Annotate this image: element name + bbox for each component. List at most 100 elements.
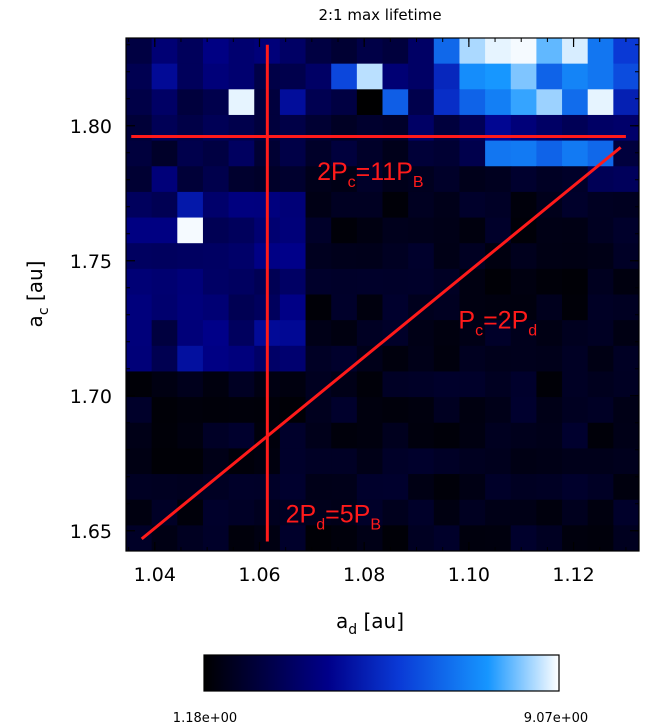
heatmap-cell xyxy=(177,218,203,244)
heatmap-cell xyxy=(536,141,562,167)
heatmap-cell xyxy=(331,423,357,449)
heatmap-cell xyxy=(357,89,383,115)
heatmap-cell xyxy=(485,525,511,551)
heatmap-cell xyxy=(306,218,332,244)
heatmap-cell xyxy=(562,64,588,90)
heatmap-cell xyxy=(613,38,639,64)
heatmap-cell xyxy=(280,320,306,346)
heatmap-cell xyxy=(383,397,409,423)
heatmap-cell xyxy=(203,89,229,115)
heatmap-cell xyxy=(177,320,203,346)
heatmap-cell xyxy=(562,371,588,397)
heatmap-cell xyxy=(459,397,485,423)
heatmap-cell xyxy=(331,192,357,218)
heatmap-cell xyxy=(126,397,152,423)
heatmap-cell xyxy=(177,500,203,526)
heatmap-cell xyxy=(177,64,203,90)
heatmap-cell xyxy=(434,192,460,218)
chart-title: 2:1 max lifetime xyxy=(318,6,441,24)
heatmap-cell xyxy=(511,166,537,192)
heatmap-cell xyxy=(383,448,409,474)
heatmap-cell xyxy=(152,320,178,346)
heatmap-cell xyxy=(331,243,357,269)
heatmap-cell xyxy=(408,423,434,449)
heatmap-cell xyxy=(511,397,537,423)
heatmap-cell xyxy=(536,525,562,551)
heatmap-cell xyxy=(229,141,255,167)
x-tick-label: 1.10 xyxy=(448,564,490,586)
heatmap-cell xyxy=(152,397,178,423)
heatmap-cell xyxy=(536,448,562,474)
heatmap-cell xyxy=(229,346,255,372)
heatmap-cell xyxy=(459,166,485,192)
heatmap-cell xyxy=(152,64,178,90)
heatmap-cell xyxy=(383,269,409,295)
heatmap-cell xyxy=(562,448,588,474)
heatmap-cell xyxy=(459,64,485,90)
heatmap-cell xyxy=(306,423,332,449)
heatmap-cell xyxy=(485,89,511,115)
heatmap-cell xyxy=(126,192,152,218)
heatmap-cell xyxy=(536,423,562,449)
heatmap-cell xyxy=(434,38,460,64)
heatmap-cell xyxy=(126,423,152,449)
heatmap-cell xyxy=(177,474,203,500)
heatmap-cell xyxy=(408,218,434,244)
heatmap-cell xyxy=(383,371,409,397)
heatmap-cell xyxy=(177,448,203,474)
heatmap-cell xyxy=(280,64,306,90)
y-axis-unit: [au] xyxy=(23,261,47,302)
heatmap-cell xyxy=(280,218,306,244)
heatmap-cell xyxy=(229,448,255,474)
x-tick-label: 1.06 xyxy=(238,564,280,586)
heatmap-cell xyxy=(562,423,588,449)
heatmap-cell xyxy=(229,474,255,500)
heatmap-cell xyxy=(331,371,357,397)
heatmap-cell xyxy=(229,64,255,90)
heatmap-cell xyxy=(177,269,203,295)
heatmap-cell xyxy=(434,474,460,500)
heatmap-cell xyxy=(613,423,639,449)
heatmap-cell xyxy=(306,89,332,115)
heatmap-cell xyxy=(408,371,434,397)
heatmap-cell xyxy=(459,371,485,397)
heatmap-cell xyxy=(588,320,614,346)
heatmap-cell xyxy=(588,474,614,500)
heatmap-cell xyxy=(613,295,639,321)
heatmap-cell xyxy=(562,295,588,321)
heatmap-cell xyxy=(588,295,614,321)
heatmap-cell xyxy=(229,525,255,551)
heatmap-cell xyxy=(408,500,434,526)
heatmap-cell xyxy=(613,371,639,397)
heatmap-cell xyxy=(511,448,537,474)
heatmap-cell xyxy=(357,474,383,500)
heatmap-cell xyxy=(536,371,562,397)
heatmap-cell xyxy=(177,371,203,397)
heatmap-cell xyxy=(229,243,255,269)
heatmap-cell xyxy=(613,243,639,269)
heatmap-cell xyxy=(152,141,178,167)
heatmap-cell xyxy=(280,295,306,321)
heatmap-cell xyxy=(357,371,383,397)
heatmap-cell xyxy=(562,38,588,64)
heatmap-cell xyxy=(331,320,357,346)
heatmap-cell xyxy=(126,269,152,295)
heatmap-cell xyxy=(459,89,485,115)
heatmap-cell xyxy=(613,269,639,295)
heatmap-cell xyxy=(434,243,460,269)
heatmap-cell xyxy=(408,269,434,295)
heatmap-cell xyxy=(562,397,588,423)
heatmap-cell xyxy=(229,192,255,218)
heatmap-cell xyxy=(613,320,639,346)
heatmap-cell xyxy=(408,192,434,218)
heatmap-cell xyxy=(357,192,383,218)
heatmap-cell xyxy=(331,397,357,423)
heatmap-cell xyxy=(229,89,255,115)
heatmap-cell xyxy=(306,64,332,90)
heatmap-cell xyxy=(203,166,229,192)
heatmap-cell xyxy=(203,295,229,321)
heatmap-cell xyxy=(383,295,409,321)
heatmap-cell xyxy=(203,269,229,295)
heatmap-cell xyxy=(485,141,511,167)
x-tick-label: 1.08 xyxy=(343,564,385,586)
